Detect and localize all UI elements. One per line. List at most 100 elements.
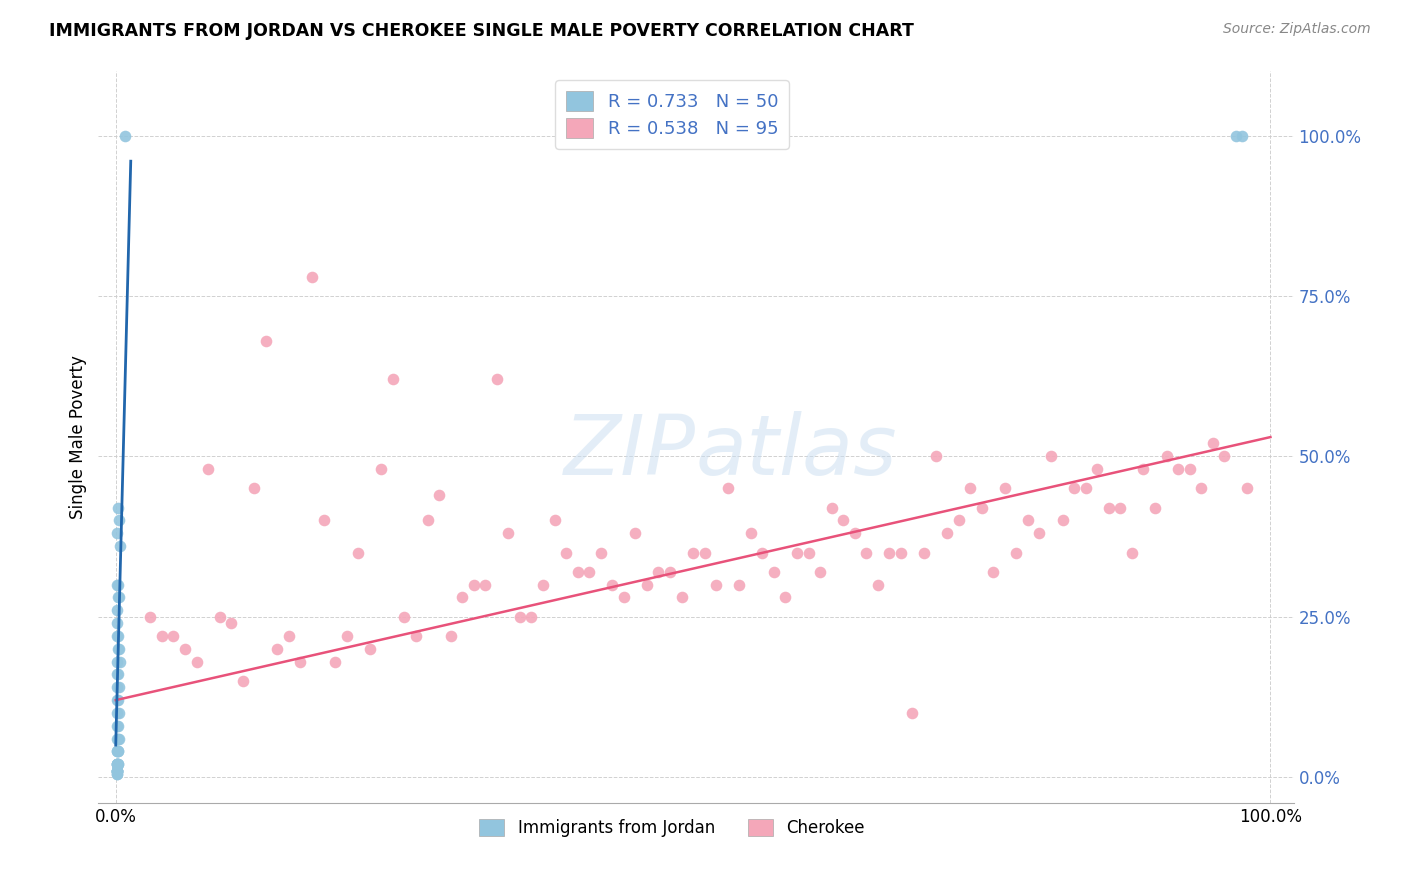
Point bbox=[108, 591, 131, 605]
Point bbox=[728, 577, 751, 591]
Point bbox=[775, 591, 797, 605]
Point bbox=[912, 545, 935, 559]
Point bbox=[108, 681, 131, 695]
Point bbox=[762, 565, 785, 579]
Point bbox=[105, 667, 128, 681]
Point bbox=[1189, 482, 1212, 496]
Point bbox=[613, 591, 636, 605]
Point bbox=[105, 767, 128, 781]
Point bbox=[1167, 462, 1189, 476]
Point bbox=[474, 577, 496, 591]
Point bbox=[751, 545, 773, 559]
Point bbox=[405, 629, 427, 643]
Point bbox=[381, 372, 404, 386]
Point bbox=[808, 565, 831, 579]
Point bbox=[682, 545, 704, 559]
Point bbox=[312, 514, 335, 528]
Point bbox=[107, 719, 129, 733]
Point bbox=[600, 577, 623, 591]
Point bbox=[278, 629, 301, 643]
Point bbox=[290, 655, 312, 669]
Point bbox=[1121, 545, 1143, 559]
Point bbox=[105, 693, 128, 707]
Point bbox=[844, 526, 866, 541]
Point bbox=[1017, 514, 1039, 528]
Point bbox=[105, 526, 128, 541]
Point bbox=[1225, 128, 1247, 143]
Point bbox=[105, 767, 128, 781]
Point bbox=[107, 693, 129, 707]
Point bbox=[647, 565, 669, 579]
Point bbox=[174, 641, 197, 656]
Point bbox=[427, 488, 450, 502]
Point bbox=[936, 526, 959, 541]
Point bbox=[866, 577, 889, 591]
Point bbox=[1040, 450, 1063, 464]
Point bbox=[186, 655, 208, 669]
Point bbox=[531, 577, 554, 591]
Point bbox=[624, 526, 647, 541]
Text: ZIP: ZIP bbox=[564, 411, 696, 492]
Point bbox=[105, 764, 128, 778]
Point bbox=[108, 641, 131, 656]
Legend: Immigrants from Jordan, Cherokee: Immigrants from Jordan, Cherokee bbox=[471, 811, 873, 846]
Point bbox=[107, 641, 129, 656]
Point bbox=[108, 706, 131, 720]
Point bbox=[105, 719, 128, 733]
Point bbox=[543, 514, 565, 528]
Point bbox=[1132, 462, 1154, 476]
Point bbox=[1098, 500, 1121, 515]
Point bbox=[105, 757, 128, 772]
Text: Source: ZipAtlas.com: Source: ZipAtlas.com bbox=[1223, 22, 1371, 37]
Point bbox=[485, 372, 508, 386]
Point bbox=[394, 609, 416, 624]
Point bbox=[693, 545, 716, 559]
Point bbox=[1156, 450, 1178, 464]
Point bbox=[1230, 128, 1253, 143]
Point bbox=[107, 744, 129, 758]
Point bbox=[232, 673, 254, 688]
Point bbox=[901, 706, 924, 720]
Point bbox=[1052, 514, 1074, 528]
Point bbox=[105, 681, 128, 695]
Point bbox=[1085, 462, 1108, 476]
Point bbox=[498, 526, 520, 541]
Text: atlas: atlas bbox=[696, 411, 897, 492]
Point bbox=[105, 629, 128, 643]
Point bbox=[1074, 482, 1097, 496]
Point bbox=[105, 706, 128, 720]
Point bbox=[105, 744, 128, 758]
Point bbox=[105, 757, 128, 772]
Point bbox=[150, 629, 173, 643]
Point bbox=[740, 526, 762, 541]
Text: IMMIGRANTS FROM JORDAN VS CHEROKEE SINGLE MALE POVERTY CORRELATION CHART: IMMIGRANTS FROM JORDAN VS CHEROKEE SINGL… bbox=[49, 22, 914, 40]
Point bbox=[1143, 500, 1166, 515]
Point bbox=[1213, 450, 1236, 464]
Point bbox=[636, 577, 658, 591]
Point bbox=[370, 462, 392, 476]
Point bbox=[509, 609, 531, 624]
Point bbox=[890, 545, 912, 559]
Point bbox=[254, 334, 277, 348]
Point bbox=[105, 603, 128, 617]
Point bbox=[948, 514, 970, 528]
Point bbox=[959, 482, 981, 496]
Point bbox=[105, 616, 128, 631]
Point bbox=[323, 655, 346, 669]
Point bbox=[219, 616, 242, 631]
Point bbox=[107, 591, 129, 605]
Point bbox=[110, 655, 132, 669]
Point bbox=[1063, 482, 1085, 496]
Point bbox=[520, 609, 543, 624]
Point bbox=[107, 757, 129, 772]
Point bbox=[107, 500, 129, 515]
Point bbox=[114, 128, 136, 143]
Y-axis label: Single Male Poverty: Single Male Poverty bbox=[69, 355, 87, 519]
Point bbox=[139, 609, 162, 624]
Point bbox=[105, 764, 128, 778]
Point bbox=[1178, 462, 1201, 476]
Point bbox=[855, 545, 877, 559]
Point bbox=[107, 731, 129, 746]
Point bbox=[336, 629, 359, 643]
Point bbox=[671, 591, 693, 605]
